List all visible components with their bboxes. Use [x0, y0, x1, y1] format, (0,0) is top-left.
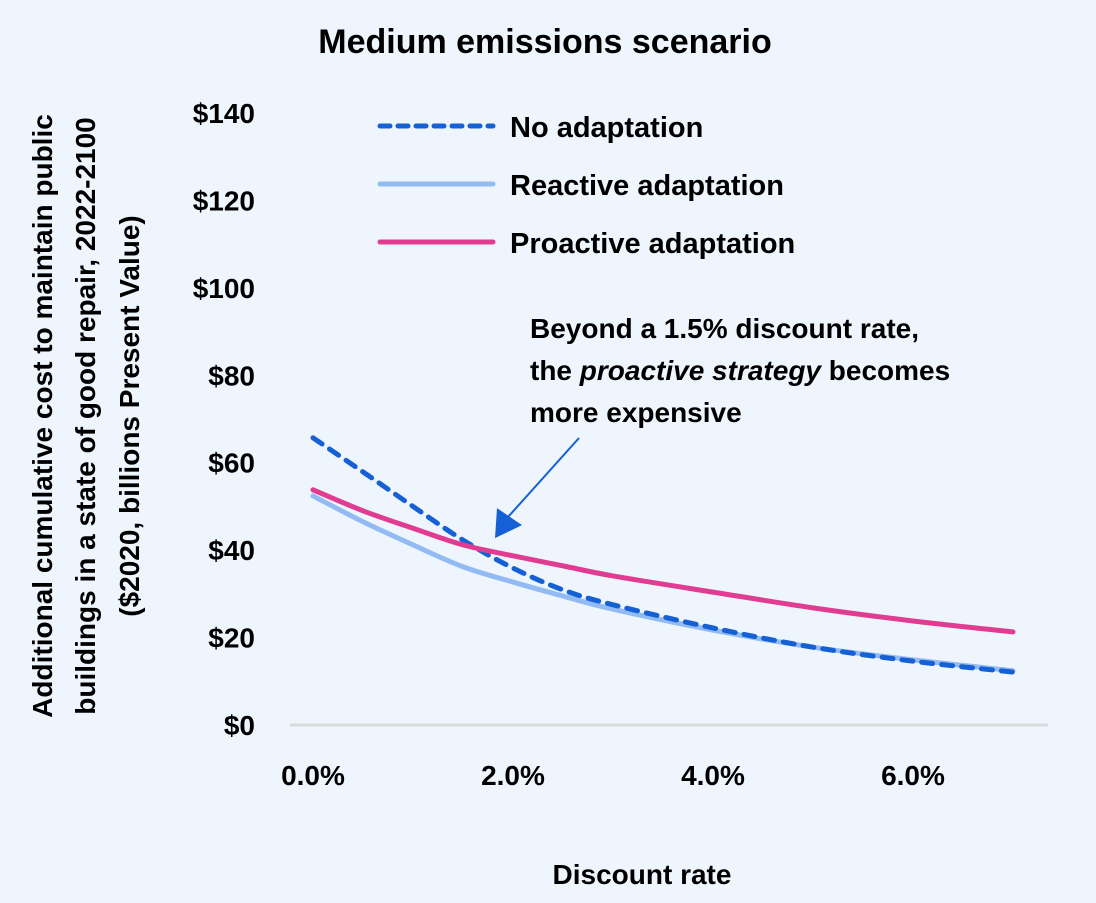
y-axis-label-line-1: Additional cumulative cost to maintain p…	[27, 114, 58, 718]
series-line-proactive-adaptation	[310, 487, 1016, 635]
y-axis-ticks: $0 $20 $40 $60 $80 $100 $120 $140	[193, 98, 255, 741]
legend-label: No adaptation	[510, 112, 703, 144]
annotation-line-2-part-3: becomes	[821, 355, 950, 386]
annotation-line-1-text: Beyond a 1.5% discount rate,	[530, 313, 919, 344]
annotation-line-3-text: more expensive	[530, 397, 742, 428]
series-line-no-adaptation	[310, 435, 1016, 675]
y-tick-label: $140	[193, 98, 255, 129]
legend-label: Reactive adaptation	[510, 170, 784, 202]
annotation-arrow-shaft	[506, 437, 580, 519]
y-tick-label: $20	[208, 623, 255, 654]
legend: No adaptation Reactive adaptation Proactiv…	[377, 112, 795, 260]
x-tick-label: 4.0%	[681, 760, 745, 791]
series-lines	[310, 435, 1016, 675]
y-tick-label: $100	[193, 273, 255, 304]
y-tick-label: $0	[224, 710, 255, 741]
annotation-line-3: more expensive	[530, 397, 742, 428]
y-tick-label: $80	[208, 360, 255, 391]
legend-label: Proactive adaptation	[510, 228, 795, 260]
x-tick-label: 6.0%	[881, 760, 945, 791]
annotation-italic: proactive strategy	[579, 355, 823, 386]
x-tick-label: 0.0%	[281, 760, 345, 791]
x-axis-ticks: 0.0% 2.0% 4.0% 6.0%	[281, 760, 945, 791]
y-tick-label: $40	[208, 535, 255, 566]
x-axis-label: Discount rate	[553, 859, 732, 890]
chart-title: Medium emissions scenario	[318, 23, 772, 61]
y-tick-label: $60	[208, 448, 255, 479]
annotation-line-2-part-1: the	[530, 355, 580, 386]
x-tick-label: 2.0%	[481, 760, 545, 791]
annotation-arrow-head	[495, 508, 522, 539]
annotation: Beyond a 1.5% discount rate, the proacti…	[495, 313, 950, 539]
annotation-line-1: Beyond a 1.5% discount rate,	[530, 313, 919, 344]
annotation-line-2: the proactive strategy becomes	[530, 355, 950, 386]
y-tick-label: $120	[193, 185, 255, 216]
y-axis-label: Additional cumulative cost to maintain p…	[27, 114, 145, 718]
y-axis-label-line-2: buildings in a state of good repair, 202…	[70, 117, 101, 715]
y-axis-label-line-3: ($2020, billions Present Value)	[114, 215, 145, 617]
